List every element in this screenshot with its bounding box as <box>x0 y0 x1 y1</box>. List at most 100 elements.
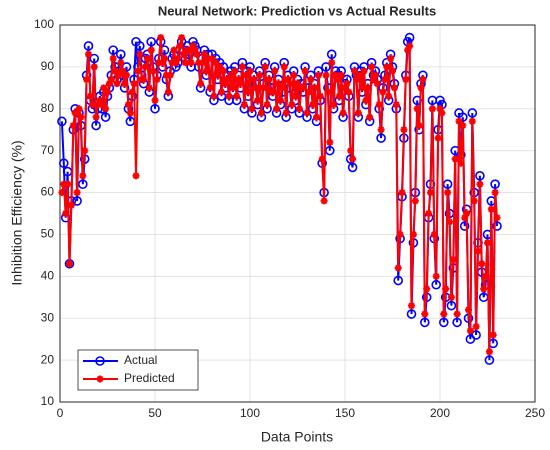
marker <box>484 355 495 365</box>
marker <box>143 55 151 63</box>
marker <box>318 155 326 163</box>
marker <box>404 46 412 54</box>
marker <box>214 71 222 79</box>
marker <box>206 84 214 92</box>
marker <box>419 75 427 83</box>
marker <box>335 92 343 100</box>
marker <box>453 310 461 318</box>
marker <box>466 327 474 335</box>
marker <box>294 80 301 88</box>
marker <box>231 67 239 75</box>
marker <box>149 67 157 75</box>
marker <box>66 260 73 268</box>
x-axis-label: Data Points <box>261 429 333 445</box>
marker <box>238 63 246 71</box>
marker <box>146 36 156 47</box>
marker <box>316 92 324 100</box>
marker <box>187 59 195 67</box>
marker <box>77 113 85 121</box>
marker <box>75 105 83 113</box>
marker <box>472 323 480 331</box>
marker <box>434 134 442 142</box>
marker <box>476 180 484 188</box>
marker <box>174 55 182 63</box>
marker <box>326 49 337 60</box>
marker <box>259 84 267 92</box>
marker <box>377 126 385 134</box>
marker <box>244 88 252 96</box>
marker <box>330 101 338 109</box>
x-tick-label: 200 <box>430 406 450 420</box>
marker <box>89 53 99 64</box>
marker <box>57 116 67 127</box>
marker <box>451 155 459 163</box>
marker <box>105 80 113 88</box>
marker <box>79 172 87 180</box>
marker <box>78 179 88 189</box>
marker <box>430 230 438 238</box>
marker <box>147 46 155 54</box>
marker <box>64 180 72 188</box>
marker <box>197 80 205 88</box>
marker <box>73 189 81 197</box>
marker <box>337 71 345 79</box>
marker <box>324 88 332 96</box>
marker <box>181 59 189 67</box>
marker <box>235 75 243 83</box>
marker <box>124 101 132 109</box>
marker <box>83 41 94 51</box>
x-tick-label: 150 <box>335 406 355 420</box>
marker <box>164 88 172 96</box>
marker <box>208 55 216 63</box>
marker <box>109 55 117 63</box>
series-line <box>60 37 498 352</box>
marker <box>166 71 174 79</box>
marker <box>402 75 410 83</box>
marker <box>263 101 271 109</box>
y-tick-label: 100 <box>34 17 54 31</box>
marker <box>91 120 101 131</box>
marker <box>484 239 491 247</box>
marker <box>347 147 355 155</box>
marker <box>467 108 478 118</box>
marker <box>229 84 237 92</box>
marker <box>332 71 339 79</box>
marker <box>449 256 457 264</box>
marker <box>478 260 486 268</box>
marker <box>115 71 123 79</box>
marker <box>417 84 425 92</box>
marker <box>406 309 417 319</box>
marker <box>370 75 377 83</box>
marker <box>457 159 465 167</box>
marker <box>322 71 330 79</box>
marker <box>356 71 364 79</box>
marker <box>62 210 70 217</box>
marker <box>237 80 244 88</box>
marker <box>223 75 231 83</box>
marker <box>442 285 450 293</box>
marker <box>446 218 453 226</box>
marker <box>288 101 296 109</box>
marker <box>459 221 470 231</box>
marker <box>252 84 260 92</box>
marker <box>339 109 347 117</box>
marker <box>71 109 79 117</box>
marker <box>320 197 328 205</box>
marker <box>392 101 400 109</box>
marker <box>305 88 313 96</box>
marker <box>461 214 469 222</box>
marker <box>257 109 265 117</box>
marker <box>162 71 170 79</box>
marker <box>301 67 309 75</box>
marker <box>470 197 478 205</box>
marker <box>349 155 357 163</box>
marker <box>286 80 294 88</box>
marker <box>452 317 462 328</box>
marker <box>390 84 398 92</box>
marker <box>121 80 129 88</box>
marker <box>100 112 111 122</box>
marker <box>295 105 303 113</box>
marker <box>411 197 419 205</box>
marker <box>246 67 254 75</box>
y-tick-label: 80 <box>41 101 55 115</box>
